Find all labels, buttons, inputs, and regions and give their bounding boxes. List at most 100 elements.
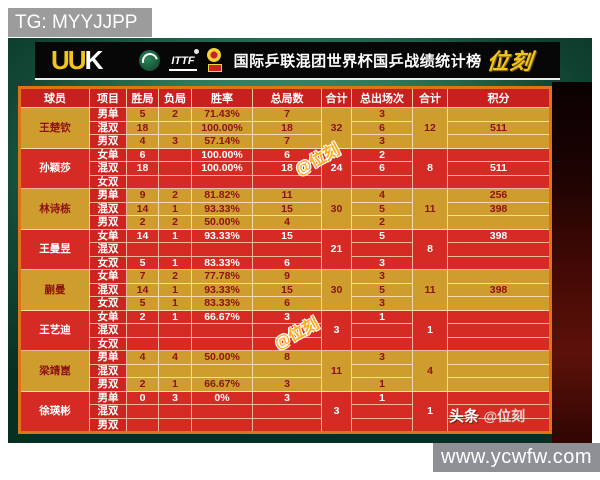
win-rate-cell: 83.33%: [191, 296, 253, 311]
appearances-total-cell: 1: [412, 309, 448, 351]
points-cell: [447, 147, 551, 162]
win-rate-cell: 57.14%: [191, 134, 253, 149]
losses-cell: 3: [158, 390, 192, 405]
ittf-logo: ITTF: [169, 48, 199, 71]
losses-cell: [158, 404, 192, 419]
points-cell: [447, 390, 551, 405]
appearances-total-cell: 1: [412, 390, 448, 433]
losses-cell: [158, 417, 192, 433]
wins-cell: 2: [126, 309, 159, 324]
event-cell: 混双: [89, 363, 127, 378]
points-cell: [447, 377, 551, 392]
player-name-cell: 孙颖莎: [19, 147, 90, 189]
wins-cell: 5: [126, 296, 159, 311]
event-cell: 男单: [89, 107, 127, 122]
win-rate-cell: 100.00%: [191, 120, 253, 135]
table-row: 混双 18 100.00% 18 6 511: [20, 161, 551, 176]
losses-cell: [158, 242, 192, 257]
table-row: 蒯曼 女单 7 2 77.78% 9 30 3 11: [19, 269, 551, 311]
win-rate-cell: 50.00%: [191, 215, 253, 230]
website-banner: www.ycwfw.com: [433, 443, 600, 472]
wins-cell: 14: [126, 228, 159, 243]
table-row: 男双: [20, 417, 551, 433]
total-games-cell: 3: [252, 309, 322, 324]
games-total-cell: 21: [321, 228, 352, 270]
total-games-cell: [252, 363, 322, 378]
appearances-cell: 5: [351, 228, 413, 243]
win-rate-cell: [191, 242, 253, 257]
event-cell: 混双: [89, 282, 127, 297]
losses-cell: 1: [158, 377, 192, 392]
win-rate-cell: [191, 363, 253, 378]
points-cell: 511: [447, 120, 551, 135]
total-games-cell: 7: [252, 134, 322, 149]
column-header: 胜率: [191, 87, 253, 108]
tg-label: TG: MYYJJPP: [8, 8, 152, 37]
wins-cell: [126, 363, 159, 378]
table-row: 梁靖崑 男单 4 4 50.00% 8 11 3 4: [19, 350, 551, 392]
appearances-cell: 5: [351, 282, 413, 297]
column-header: 胜局: [126, 87, 159, 108]
wins-cell: 4: [126, 134, 159, 149]
losses-cell: 1: [158, 228, 192, 243]
event-cell: 男双: [89, 377, 127, 392]
wins-cell: 5: [126, 107, 159, 122]
wins-cell: 9: [126, 188, 159, 203]
appearances-cell: 1: [351, 377, 413, 392]
win-rate-cell: 93.33%: [191, 201, 253, 216]
event-cell: 女双: [89, 255, 127, 270]
appearances-cell: 1: [351, 309, 413, 324]
points-cell: [447, 242, 551, 257]
total-games-cell: 3: [252, 390, 322, 405]
points-cell: 256: [447, 188, 551, 203]
win-rate-cell: 100.00%: [191, 161, 253, 176]
player-name-cell: 梁靖崑: [19, 350, 90, 392]
total-games-cell: [252, 417, 322, 433]
brand-logo: 位刻: [485, 49, 534, 74]
total-games-cell: 15: [252, 201, 322, 216]
points-cell: [447, 134, 551, 149]
win-rate-cell: [191, 323, 253, 338]
games-total-cell: 11: [321, 350, 352, 392]
points-cell: [447, 417, 551, 433]
event-cell: 女单: [89, 228, 127, 243]
points-cell: [447, 296, 551, 311]
table-row: 女双: [20, 336, 551, 351]
total-games-cell: 9: [252, 269, 322, 284]
win-rate-cell: 93.33%: [191, 282, 253, 297]
losses-cell: 2: [158, 215, 192, 230]
losses-cell: [158, 147, 192, 162]
player-name-cell: 王楚钦: [19, 107, 90, 149]
column-header: 球员: [19, 87, 90, 108]
appearances-total-cell: 4: [412, 350, 448, 392]
appearances-cell: 4: [351, 188, 413, 203]
win-rate-cell: [191, 174, 253, 189]
total-games-cell: [252, 404, 322, 419]
table-row: 混双 18 100.00% 18 6 511: [20, 120, 551, 135]
player-name-cell: 徐瑛彬: [19, 390, 90, 433]
wins-cell: [126, 417, 159, 433]
logo-group: ITTF: [139, 48, 222, 72]
points-cell: [447, 107, 551, 122]
appearances-cell: 6: [351, 120, 413, 135]
table-row: 女双 5 1 83.33% 6 3: [20, 255, 551, 270]
appearances-cell: 3: [351, 134, 413, 149]
event-cell: 女单: [89, 309, 127, 324]
event-cell: 混双: [89, 201, 127, 216]
table-body: 王楚钦 男单 5 2 71.43% 7 32 3 12 混双 18 100.00% 18 6 511 男双 4 3…: [19, 107, 551, 433]
appearances-cell: [351, 363, 413, 378]
event-cell: 男单: [89, 350, 127, 365]
wins-cell: 14: [126, 282, 159, 297]
event-cell: 女双: [89, 174, 127, 189]
player-name-cell: 王艺迪: [19, 309, 90, 351]
points-cell: [447, 363, 551, 378]
appearances-cell: 1: [351, 390, 413, 405]
wins-cell: 2: [126, 215, 159, 230]
uuk-logo-left: UU: [51, 45, 87, 75]
column-header: 合计: [412, 87, 448, 108]
total-games-cell: 6: [252, 255, 322, 270]
total-games-cell: 4: [252, 215, 322, 230]
table-row: 混双 14 1 93.33% 15 5 398: [20, 282, 551, 297]
total-games-cell: [252, 174, 322, 189]
